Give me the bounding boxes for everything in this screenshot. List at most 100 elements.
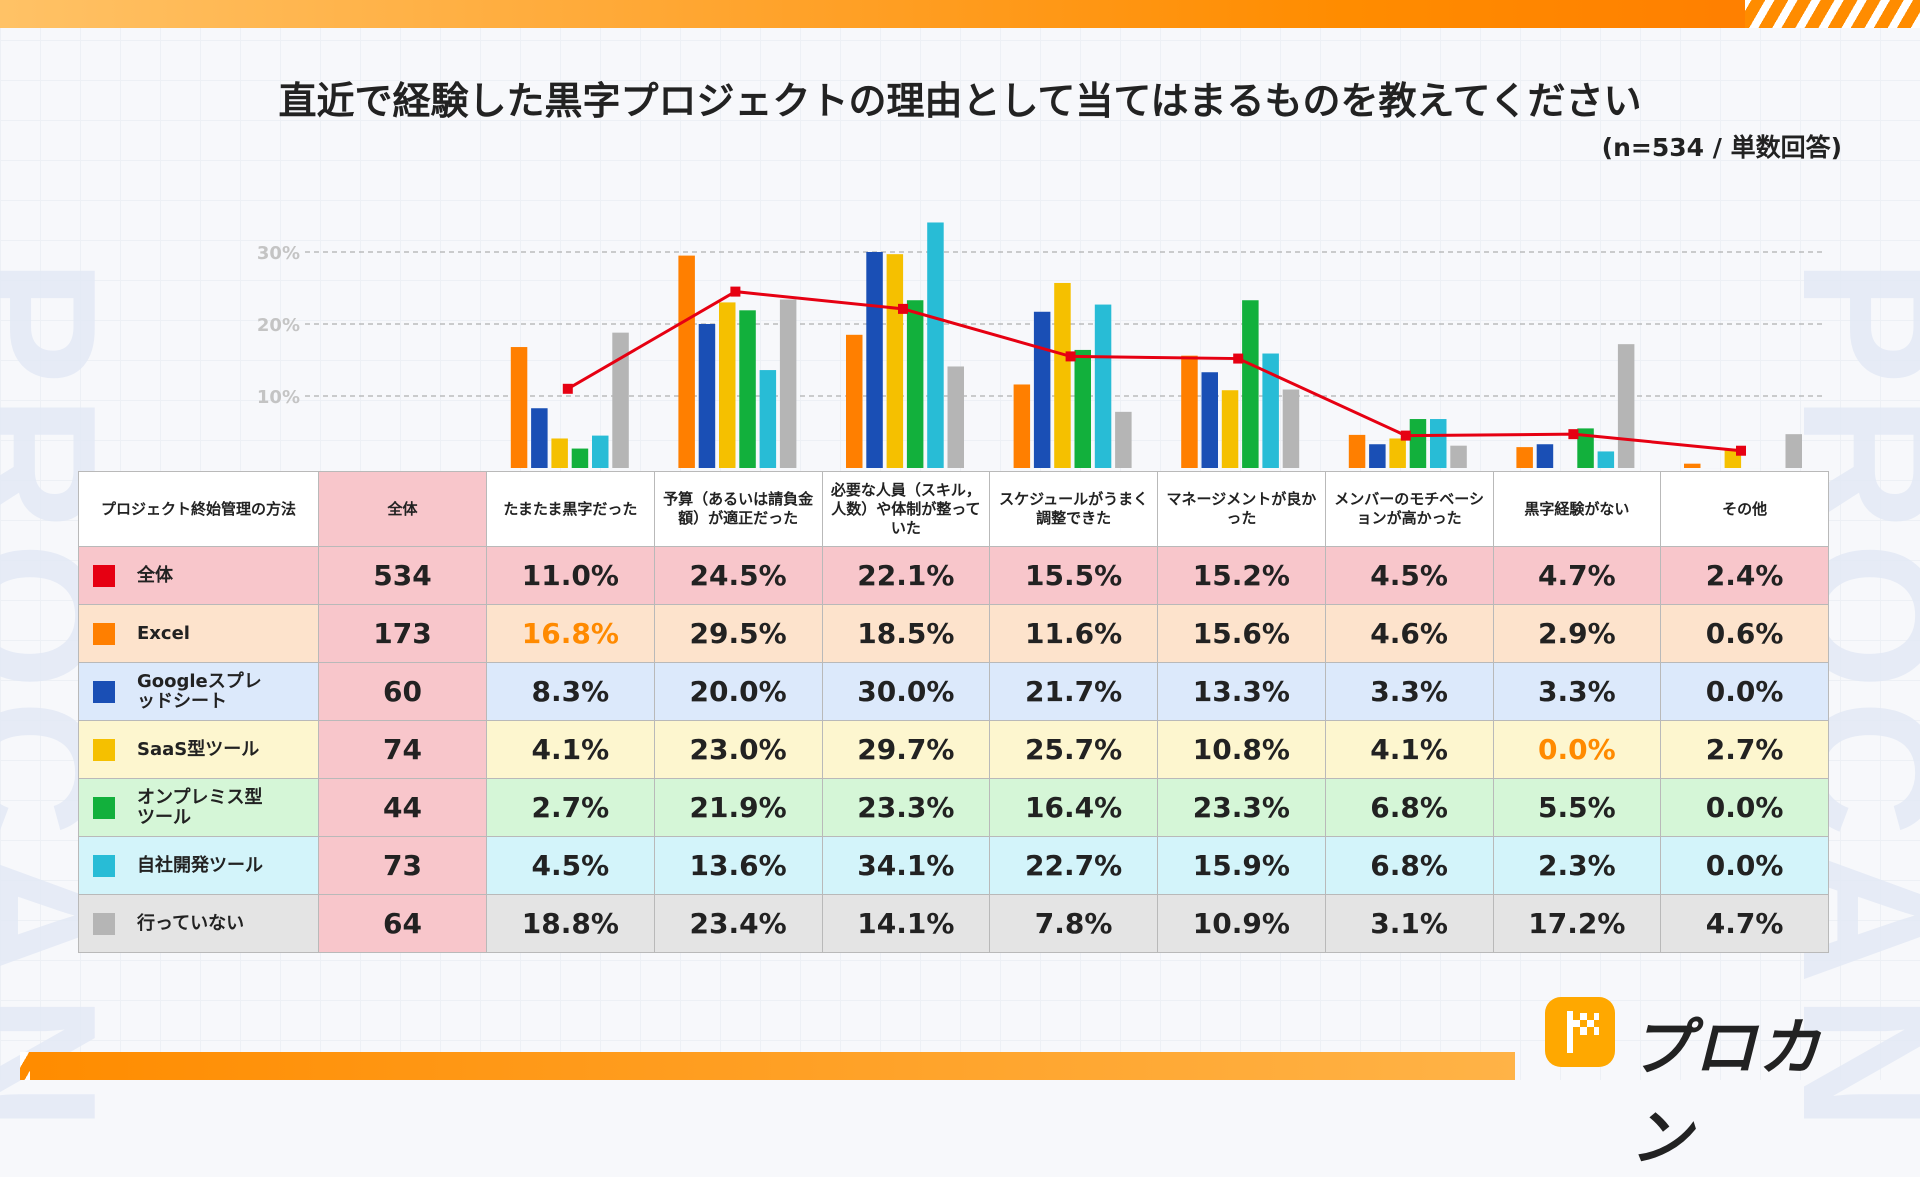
table-cell: 18.5% xyxy=(822,605,990,663)
y-tick-label: 20% xyxy=(257,315,300,336)
bar xyxy=(887,254,904,468)
table-cell: 29.7% xyxy=(822,721,990,779)
legend-swatch xyxy=(93,623,115,645)
row-total-n: 73 xyxy=(319,837,487,895)
row-label-text: 自社開発ツール xyxy=(137,856,263,876)
logo-text: プロカン xyxy=(1630,997,1885,1177)
line-point xyxy=(1401,431,1411,441)
table-header-row: プロジェクト終始管理の方法 全体 たまたま黒字だった予算（あるいは請負金額）が適… xyxy=(79,472,1829,547)
table-cell: 4.6% xyxy=(1325,605,1493,663)
bar xyxy=(780,300,797,468)
bar xyxy=(699,324,716,468)
table-cell: 23.0% xyxy=(654,721,822,779)
table-cell: 23.3% xyxy=(822,779,990,837)
bottom-accent-bar xyxy=(30,1052,1515,1080)
legend-swatch xyxy=(93,797,115,819)
bar xyxy=(592,436,609,468)
table-cell: 2.3% xyxy=(1493,837,1661,895)
bar xyxy=(1034,312,1051,468)
row-label: 全体 xyxy=(79,547,319,605)
legend-swatch xyxy=(93,913,115,935)
column-header: その他 xyxy=(1661,472,1829,547)
table-cell: 0.0% xyxy=(1661,663,1829,721)
table-cell: 10.9% xyxy=(1158,895,1326,953)
table-cell: 15.2% xyxy=(1158,547,1326,605)
row-label-text: 全体 xyxy=(137,566,173,586)
bar xyxy=(1389,438,1406,468)
row-label: 行っていない xyxy=(79,895,319,953)
bar xyxy=(948,366,965,468)
row-total-n: 173 xyxy=(319,605,487,663)
legend-swatch xyxy=(93,681,115,703)
column-header: 黒字経験がない xyxy=(1493,472,1661,547)
table-cell: 18.8% xyxy=(487,895,655,953)
row-label: SaaS型ツール xyxy=(79,721,319,779)
bar xyxy=(1516,447,1533,468)
table-cell: 23.3% xyxy=(1158,779,1326,837)
table-cell: 0.0% xyxy=(1661,779,1829,837)
bar xyxy=(1202,372,1219,468)
table-cell: 2.9% xyxy=(1493,605,1661,663)
corner-header: プロジェクト終始管理の方法 xyxy=(79,472,319,547)
column-header: マネージメントが良かった xyxy=(1158,472,1326,547)
bar xyxy=(866,252,883,468)
table-cell: 4.5% xyxy=(487,837,655,895)
bar xyxy=(678,256,695,468)
bar xyxy=(739,310,756,468)
table-cell: 15.6% xyxy=(1158,605,1326,663)
row-total-n: 60 xyxy=(319,663,487,721)
column-header: スケジュールがうまく調整できた xyxy=(990,472,1158,547)
bar xyxy=(907,300,924,468)
bar-line-chart: 10%20%30% xyxy=(0,0,1920,480)
row-total-n: 74 xyxy=(319,721,487,779)
bar xyxy=(1181,356,1198,468)
bar xyxy=(1598,451,1615,468)
bar xyxy=(1618,344,1635,468)
row-total-n: 64 xyxy=(319,895,487,953)
table-cell: 21.9% xyxy=(654,779,822,837)
bar xyxy=(927,222,944,468)
table-cell: 11.6% xyxy=(990,605,1158,663)
table-cell: 25.7% xyxy=(990,721,1158,779)
row-label: オンプレミス型ツール xyxy=(79,779,319,837)
table-cell: 6.8% xyxy=(1325,837,1493,895)
table-cell: 21.7% xyxy=(990,663,1158,721)
table-cell: 30.0% xyxy=(822,663,990,721)
table-cell: 4.7% xyxy=(1661,895,1829,953)
row-label-text: 行っていない xyxy=(137,914,244,934)
column-header: 必要な人員（スキル，人数）や体制が整っていた xyxy=(822,472,990,547)
bar xyxy=(1786,434,1803,468)
row-label: Excel xyxy=(79,605,319,663)
table-cell: 6.8% xyxy=(1325,779,1493,837)
table-cell: 20.0% xyxy=(654,663,822,721)
procan-logo: プロカン xyxy=(1545,995,1885,1075)
table-cell: 15.5% xyxy=(990,547,1158,605)
y-tick-label: 10% xyxy=(257,387,300,408)
bar xyxy=(572,449,589,468)
legend-swatch xyxy=(93,855,115,877)
bar xyxy=(1283,390,1300,468)
bar xyxy=(612,333,629,468)
table-cell: 16.4% xyxy=(990,779,1158,837)
table-cell: 0.0% xyxy=(1493,721,1661,779)
line-point xyxy=(1568,429,1578,439)
line-point xyxy=(1736,446,1746,456)
line-point xyxy=(563,384,573,394)
bar xyxy=(1222,390,1239,468)
table-cell: 0.6% xyxy=(1661,605,1829,663)
bar xyxy=(1242,300,1259,468)
column-header: 予算（あるいは請負金額）が適正だった xyxy=(654,472,822,547)
table-cell: 13.3% xyxy=(1158,663,1326,721)
results-table: プロジェクト終始管理の方法 全体 たまたま黒字だった予算（あるいは請負金額）が適… xyxy=(78,471,1829,953)
legend-swatch xyxy=(93,739,115,761)
line-point xyxy=(1233,354,1243,364)
table-cell: 3.1% xyxy=(1325,895,1493,953)
table-cell: 22.1% xyxy=(822,547,990,605)
table-cell: 4.1% xyxy=(1325,721,1493,779)
table-cell: 15.9% xyxy=(1158,837,1326,895)
bar xyxy=(1349,435,1366,468)
bar xyxy=(1369,444,1386,468)
